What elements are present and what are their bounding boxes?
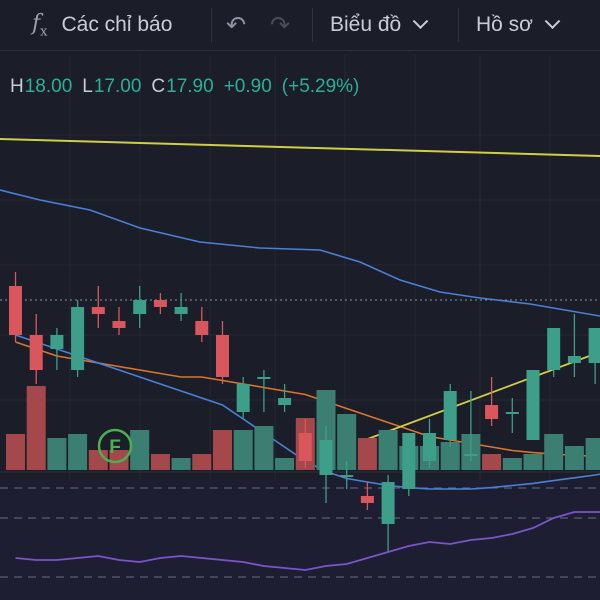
event-marker-label: F: [109, 437, 121, 458]
ma-orange-line: [15, 341, 600, 458]
ma-lower-line: [15, 334, 600, 490]
candle-body: [29, 335, 43, 370]
top-toolbar: fx Các chỉ báo ↶ ↷ Biểu đồ Hồ sơ: [0, 0, 600, 51]
candle-body: [319, 440, 333, 475]
volume-bar: [544, 434, 564, 470]
undo-icon: ↶: [226, 11, 247, 39]
oscillator-pane: [15, 511, 600, 571]
event-marker-circle: [97, 428, 133, 464]
indicators-button[interactable]: fx Các chỉ báo: [32, 0, 172, 50]
candle-body: [443, 391, 457, 440]
candle-body: [360, 496, 374, 503]
candle-body: [195, 321, 209, 335]
volume-bar: [213, 430, 232, 470]
candle-body: [174, 307, 188, 314]
volume-bar: [254, 426, 274, 470]
volume-bar: [192, 454, 212, 470]
toolbar-divider: [211, 8, 212, 42]
candle-body: [485, 405, 499, 419]
redo-icon: ↷: [270, 11, 291, 39]
volume-bar: [47, 438, 67, 470]
candle-body: [216, 335, 229, 377]
change-value: +0.90: [223, 76, 272, 97]
chart-menu-label: Biểu đồ: [330, 13, 402, 36]
candle-body: [91, 307, 105, 314]
indicators-label: Các chỉ báo: [61, 13, 173, 36]
chart-menu-button[interactable]: Biểu đồ: [330, 0, 429, 50]
high-value: 18.00: [24, 76, 73, 97]
toolbar-divider: [312, 8, 313, 42]
candle-body: [9, 286, 22, 335]
volume-bar: [502, 458, 522, 470]
close-key: C: [151, 76, 166, 97]
chart-grid: [0, 55, 600, 600]
volume-bar: [523, 454, 543, 470]
change-percent: (+5.29%): [281, 76, 360, 97]
candle-body: [526, 370, 540, 440]
volume-bar: [357, 438, 377, 470]
undo-button[interactable]: ↶: [226, 0, 246, 50]
trend-line-upper: [0, 138, 600, 157]
trend-line-lower: [364, 351, 600, 441]
volume-bar: [109, 450, 129, 470]
volume-bar: [378, 430, 398, 470]
volume-bar: [6, 434, 25, 470]
profile-menu-label: Hồ sơ: [476, 13, 533, 36]
oscillator-background: [0, 480, 600, 600]
volume-bar: [233, 430, 253, 470]
oscillator-line: [15, 511, 600, 571]
volume-bar: [337, 414, 357, 470]
candle-body: [298, 433, 312, 461]
indicator-lines: [0, 138, 600, 490]
toolbar-divider: [458, 8, 459, 42]
candle-body: [588, 328, 600, 363]
candle-body: [381, 482, 395, 524]
candle-body: [236, 384, 250, 412]
candle-body: [278, 398, 292, 405]
volume-bar: [440, 442, 460, 470]
volume-bar: [585, 438, 600, 470]
candle-body: [50, 335, 64, 349]
candle-body: [547, 328, 561, 370]
candle-body: [505, 412, 519, 414]
volume-bar: [68, 434, 88, 470]
candle-body: [153, 300, 167, 307]
volume-bar: [564, 446, 584, 470]
candle-body: [112, 321, 126, 328]
candle-body: [567, 356, 581, 363]
candle-body: [464, 454, 478, 456]
high-key: H: [10, 76, 24, 97]
low-value: 17.00: [93, 76, 142, 97]
ohlc-legend: H 18.00 L 17.00 C 17.90 +0.90 (+5.29%): [10, 76, 369, 98]
volume-bar: [150, 454, 170, 470]
candle-body: [402, 433, 416, 489]
redo-button[interactable]: ↷: [270, 0, 290, 50]
function-icon: fx: [32, 10, 48, 40]
candle-body: [257, 377, 271, 379]
volume-bar: [482, 454, 502, 470]
volume-bar: [275, 458, 295, 470]
candle-body: [71, 307, 85, 370]
low-key: L: [82, 76, 93, 97]
volume-bar: [130, 430, 150, 470]
profile-menu-button[interactable]: Hồ sơ: [476, 0, 561, 50]
event-marker: F: [97, 428, 133, 464]
candle-body: [133, 300, 147, 314]
candles: [9, 272, 600, 552]
candle-body: [423, 433, 436, 461]
candle-body: [340, 475, 354, 477]
ma-upper-line: [0, 189, 600, 317]
volume-bar: [26, 386, 46, 470]
close-value: 17.90: [166, 76, 214, 97]
volume-bar: [171, 458, 191, 470]
